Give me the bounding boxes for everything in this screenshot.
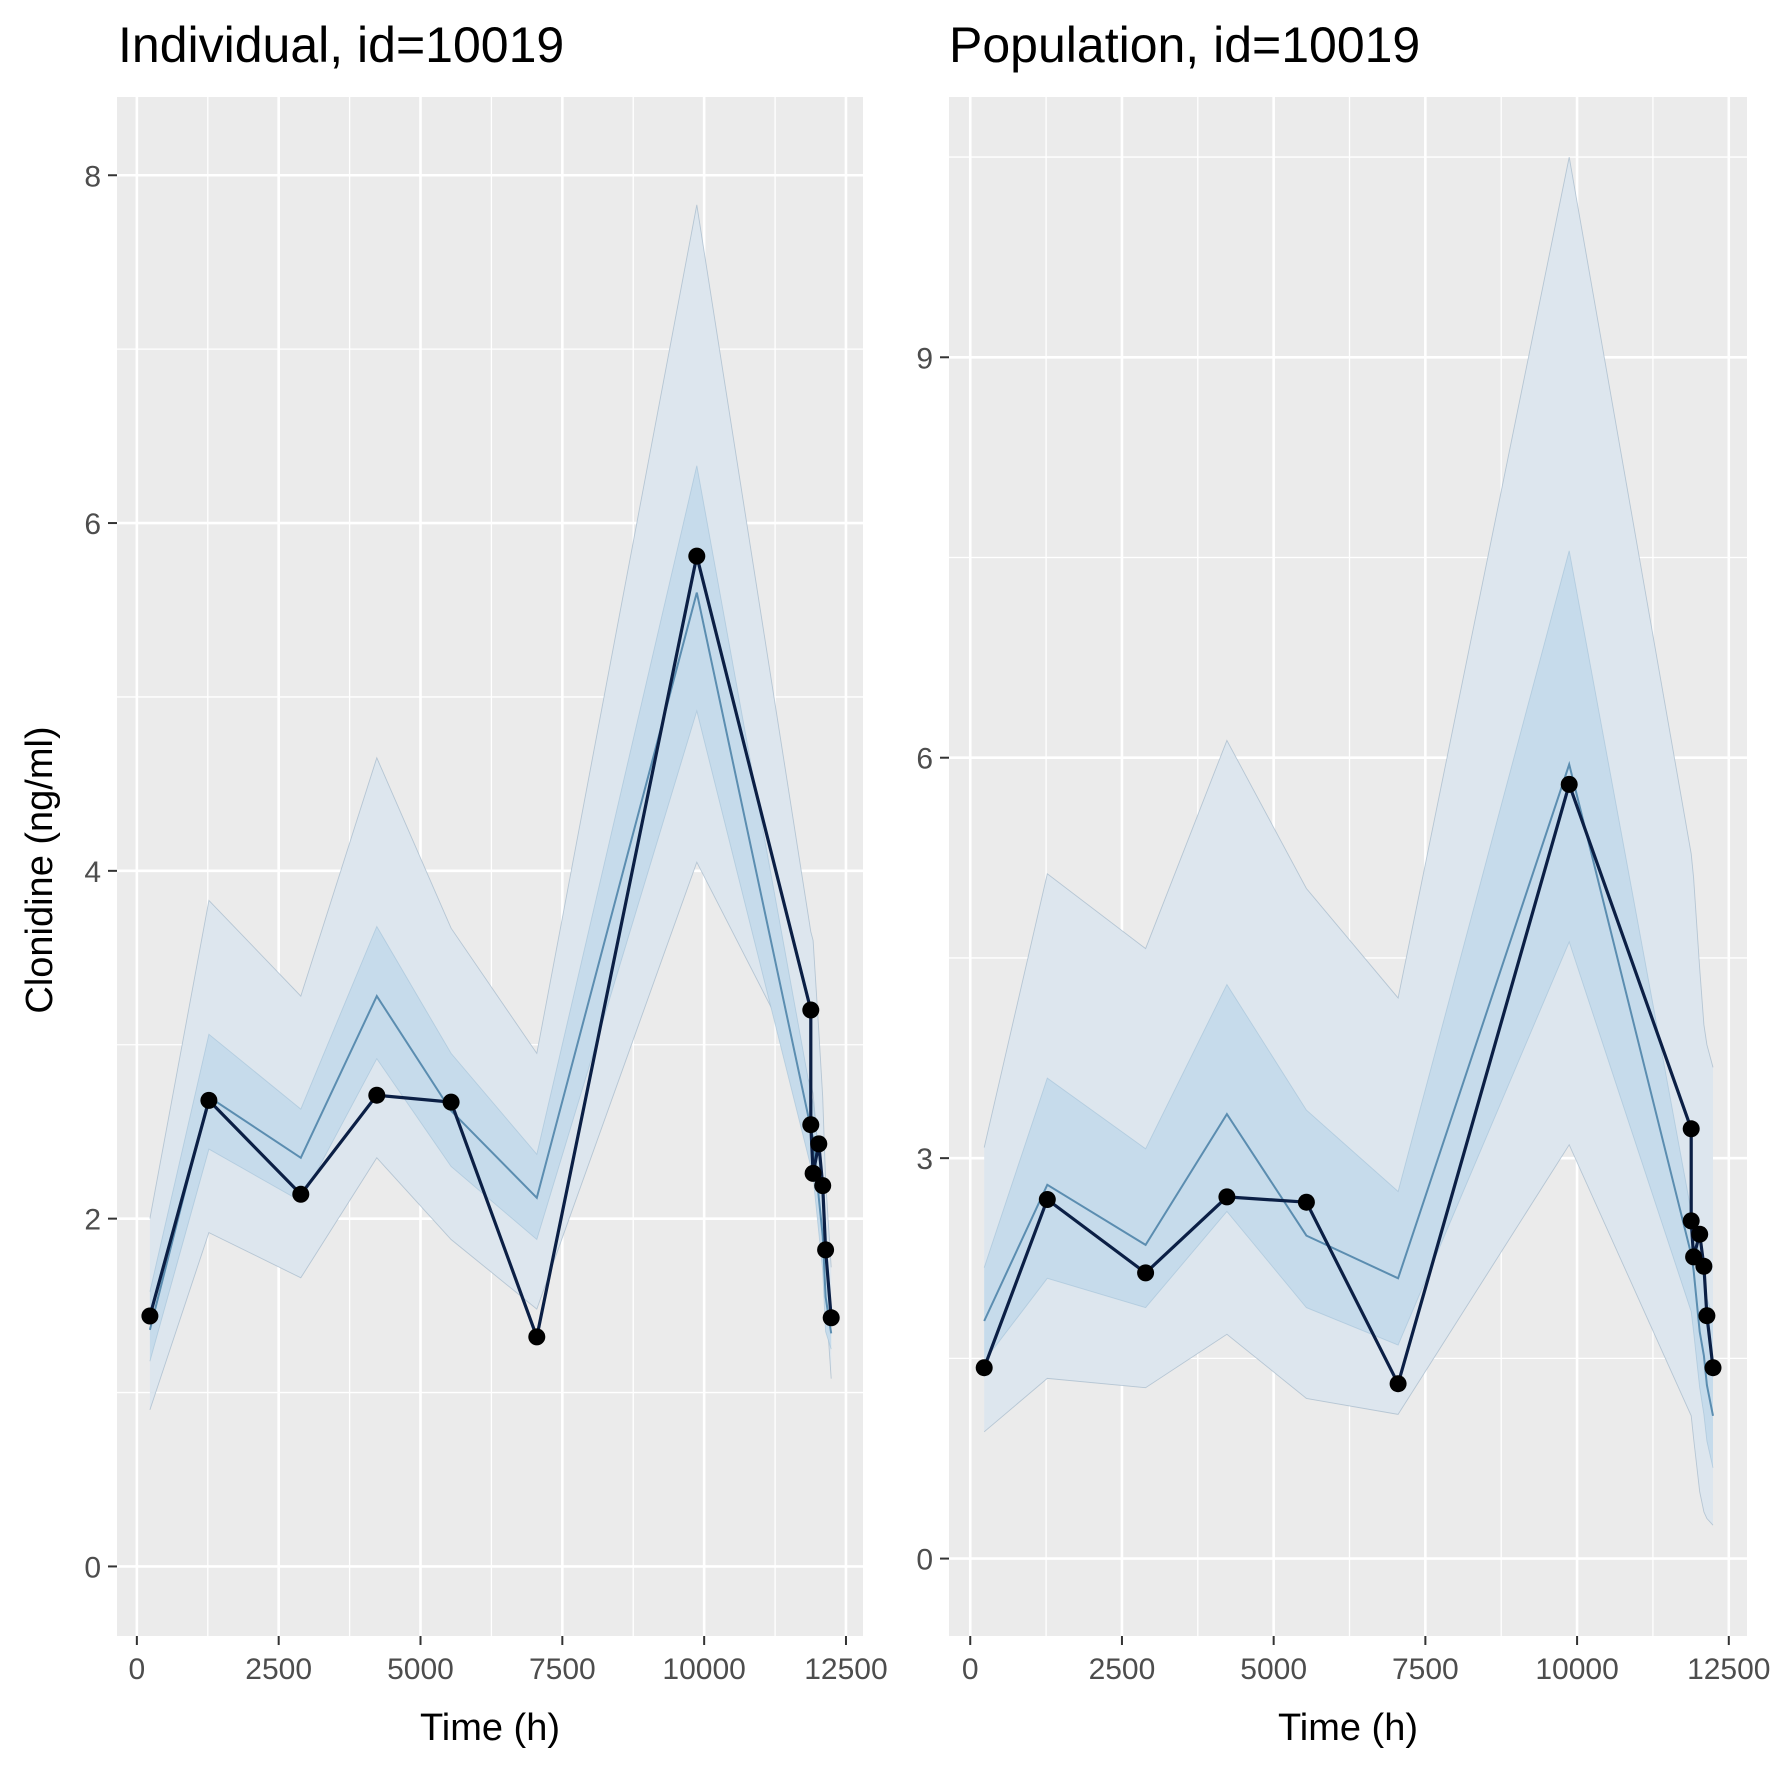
- x-tick-label: 2500: [1089, 1653, 1156, 1686]
- observed-point: [1218, 1188, 1236, 1206]
- x-tick-label: 2500: [245, 1653, 312, 1686]
- x-tick-label: 7500: [1392, 1653, 1459, 1686]
- x-tick-label: 0: [129, 1653, 146, 1686]
- y-tick-label: 8: [84, 160, 101, 193]
- inner-band-lower-edge: [983, 940, 1714, 1468]
- x-tick-label: 10000: [662, 1653, 745, 1686]
- outer-band-upper-edge: [983, 157, 1714, 1148]
- observed-point: [1389, 1375, 1407, 1393]
- x-tick-label: 5000: [387, 1653, 454, 1686]
- observed-point: [1038, 1191, 1056, 1208]
- observed-point: [1137, 1264, 1155, 1282]
- x-tick-label: 5000: [1240, 1653, 1307, 1686]
- x-tick-label: 12500: [1687, 1653, 1770, 1686]
- observed-point: [528, 1328, 546, 1346]
- observed-point: [200, 1091, 218, 1109]
- observed-point: [1698, 1307, 1716, 1325]
- x-tick-label: 12500: [804, 1653, 887, 1686]
- observed-point: [1691, 1225, 1709, 1243]
- inner-band-area: [149, 465, 832, 1362]
- observed-point: [1682, 1212, 1700, 1230]
- observed-point: [804, 1164, 822, 1182]
- x-tick-label: 0: [962, 1653, 979, 1686]
- observed-point: [1704, 1359, 1722, 1377]
- y-tick-label: 9: [916, 342, 933, 375]
- prediction-individual: [148, 592, 833, 1334]
- x-tick-label: 7500: [529, 1653, 596, 1686]
- observed-point: [368, 1086, 386, 1104]
- observed-point: [688, 547, 706, 565]
- observed-point: [817, 1241, 835, 1259]
- y-tick-label: 0: [916, 1544, 933, 1577]
- y-tick-label: 0: [84, 1551, 101, 1584]
- y-tick-label: 3: [916, 1143, 933, 1176]
- observed-point: [1297, 1193, 1315, 1211]
- observed-point: [814, 1177, 832, 1195]
- outer-band-lower-edge: [983, 1143, 1714, 1526]
- outer-band-upper-edge: [149, 204, 832, 1268]
- y-tick-label: 6: [84, 508, 101, 541]
- prediction-line: [983, 760, 1714, 1416]
- y-axis-population: 0 3 6 9: [916, 342, 949, 1577]
- y-tick-label: 2: [84, 1204, 101, 1237]
- panel-population: Population, id=10019 0 2500 5000 7500 10000 1…: [916, 17, 1770, 1749]
- observed-point: [442, 1093, 460, 1111]
- inner-band-area: [984, 550, 1713, 1468]
- observed-point: [141, 1307, 159, 1325]
- observed-point: [822, 1309, 840, 1327]
- panel-title-individual: Individual, id=10019: [118, 17, 564, 73]
- x-tick-label: 10000: [1535, 1653, 1618, 1686]
- observed-point: [975, 1359, 993, 1377]
- observed-individual: [141, 547, 840, 1346]
- x-axis-title-individual: Time (h): [420, 1707, 560, 1749]
- observed-point: [1682, 1120, 1700, 1138]
- observed-point: [292, 1185, 310, 1203]
- y-axis-individual: 0 2 4 6 8: [84, 160, 117, 1584]
- prediction-line: [148, 592, 833, 1334]
- observed-point: [802, 1001, 820, 1019]
- x-axis-individual: 0 2500 5000 7500 10000 12500: [129, 1636, 888, 1686]
- y-tick-label: 4: [84, 856, 101, 889]
- x-axis-title-population: Time (h): [1278, 1707, 1418, 1749]
- y-tick-label: 6: [916, 743, 933, 776]
- observed-point: [1695, 1257, 1713, 1275]
- prediction-population: [983, 760, 1714, 1416]
- observed-population: [975, 775, 1722, 1393]
- x-axis-population: 0 2500 5000 7500 10000 12500: [962, 1636, 1771, 1686]
- panel-individual: Individual, id=10019 0 2500 5000 7500 10000 1…: [84, 17, 887, 1749]
- observed-point: [802, 1116, 820, 1134]
- observed-point: [810, 1135, 828, 1153]
- observed-point: [1560, 775, 1578, 793]
- panel-title-population: Population, id=10019: [949, 17, 1420, 73]
- y-axis-title: Clonidine (ng/ml): [19, 726, 61, 1013]
